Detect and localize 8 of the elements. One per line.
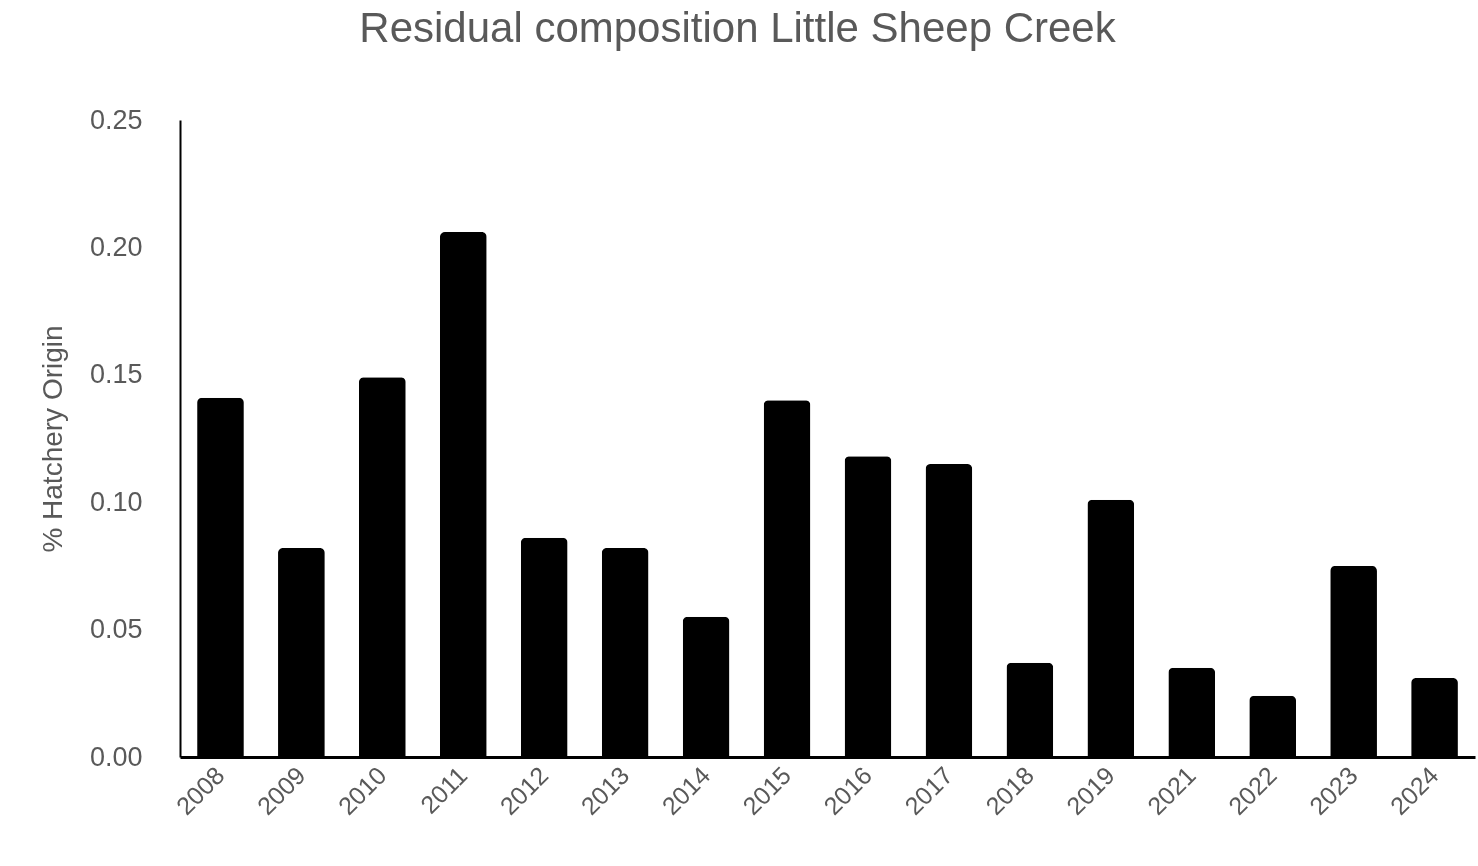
y-tick-label: 0.00: [89, 741, 143, 772]
y-axis-title: % Hatchery Origin: [36, 325, 68, 553]
y-tick-label: 0.15: [89, 359, 143, 390]
chart-title: Residual composition Little Sheep Creek: [359, 4, 1117, 51]
y-tick-label: 0.20: [89, 231, 143, 262]
y-tick-label: 0.05: [89, 614, 143, 645]
y-tick-label: 0.25: [89, 104, 143, 135]
y-tick-label: 0.10: [89, 486, 143, 517]
